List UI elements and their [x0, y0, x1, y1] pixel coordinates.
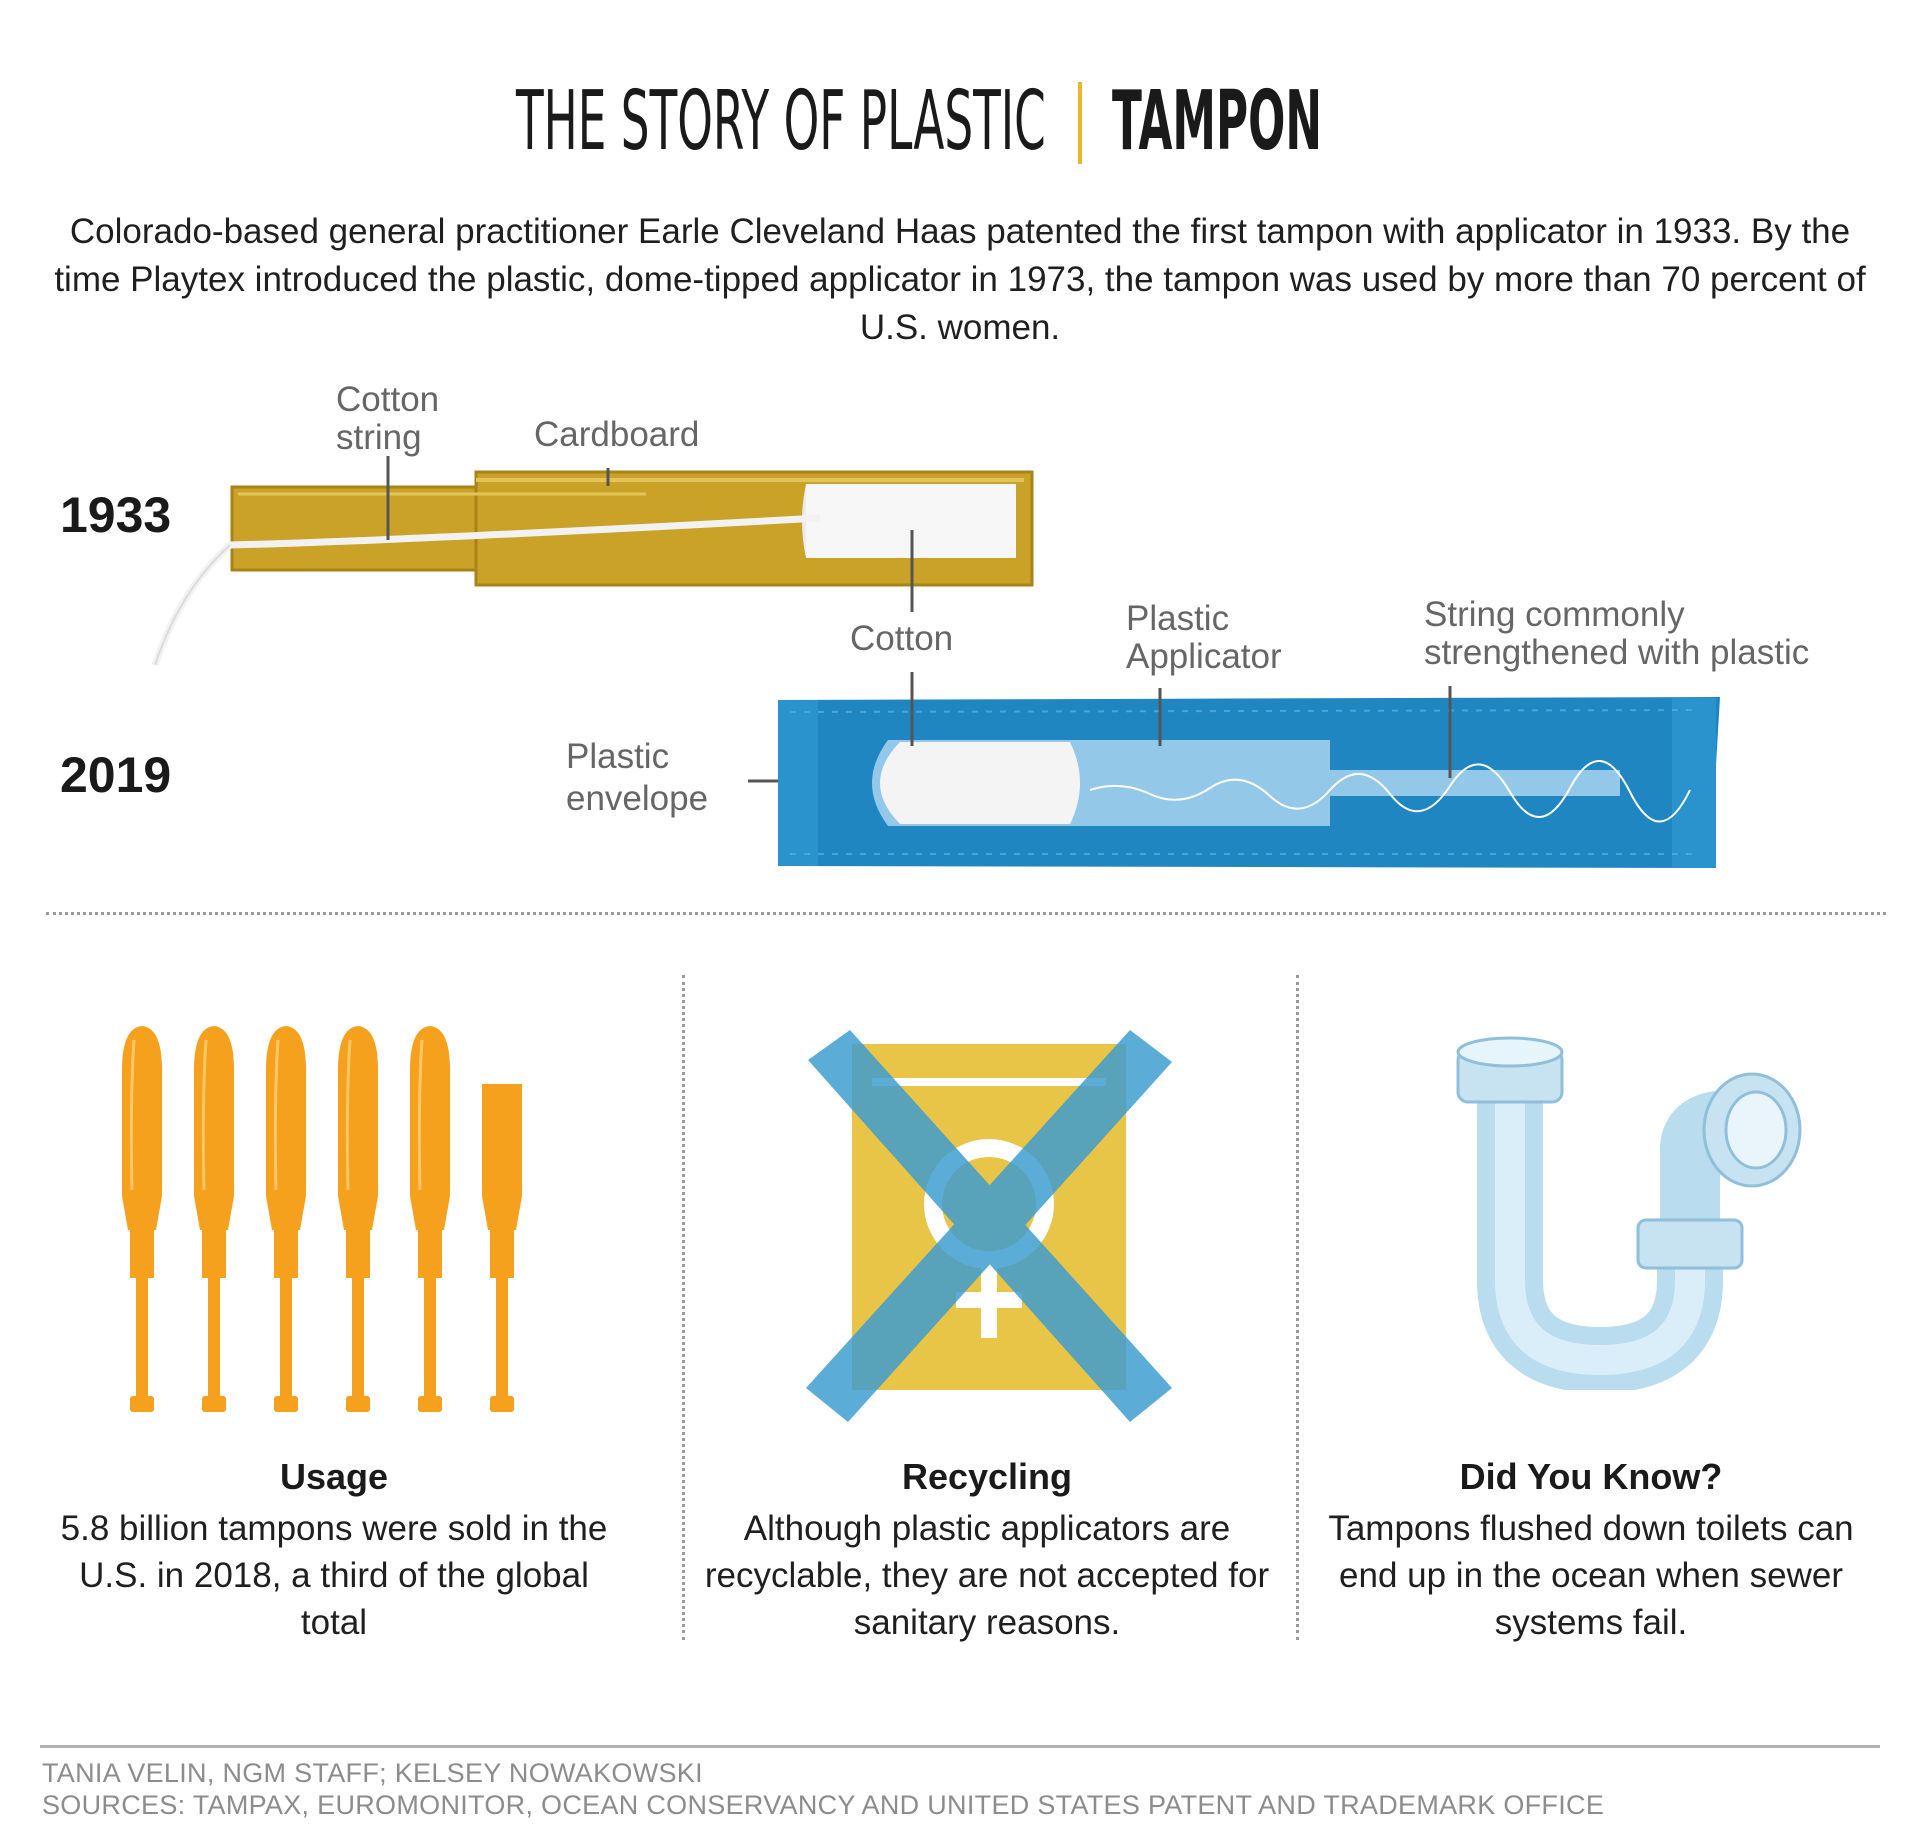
- did-you-know-title: Did You Know?: [1459, 1456, 1723, 1497]
- column-divider-2: [1296, 975, 1299, 1640]
- credits-rule: [40, 1745, 1880, 1748]
- column-divider-1: [682, 975, 685, 1640]
- partial-applicator-icon: [482, 1084, 522, 1412]
- title-separator: [1078, 82, 1082, 164]
- page-title: THE STORY OF PLASTIC: [516, 74, 1046, 169]
- did-you-know-text: Tampons flushed down toilets can end up …: [1328, 1509, 1854, 1642]
- string-inside: [1089, 760, 1691, 823]
- year-1933: 1933: [60, 487, 172, 543]
- header: THE STORY OF PLASTIC TAMPON: [0, 72, 1920, 172]
- applicator-icon: [266, 1026, 306, 1412]
- label-plastic-applicator: Plastic Applicator: [1126, 599, 1282, 676]
- usage-title: Usage: [279, 1456, 389, 1497]
- intro-paragraph: Colorado-based general practitioner Earl…: [54, 212, 1866, 347]
- credits-authors: TANIA VELIN, NGM STAFF; KELSEY NOWAKOWSK…: [42, 1758, 703, 1788]
- page-subtitle: TAMPON: [1112, 74, 1323, 169]
- usage-text: 5.8 billion tampons were sold in the U.S…: [60, 1509, 608, 1642]
- label-cotton: Cotton: [850, 619, 954, 658]
- applicator-icon: [410, 1026, 450, 1412]
- label-plastic-envelope: Plastic envelope: [566, 737, 709, 818]
- section-divider: [46, 912, 1886, 915]
- applicator-icon: [122, 1026, 162, 1412]
- cotton-core-2019: [880, 742, 1080, 824]
- usage-illustration: [122, 1026, 522, 1412]
- recycling-title: Recycling: [901, 1456, 1073, 1497]
- label-string-plastic: String commonly strengthened with plasti…: [1424, 595, 1810, 672]
- recycling-illustration: [806, 1030, 1172, 1422]
- recycling-text: Although plastic applicators are recycla…: [704, 1509, 1270, 1642]
- applicator-icon: [194, 1026, 234, 1412]
- tampon-comparison-diagram: [151, 456, 1720, 868]
- label-cotton-string: Cotton string: [336, 380, 440, 457]
- pipe-icon: [1456, 1036, 1802, 1390]
- plastic-envelope-2019: [778, 697, 1720, 868]
- label-cardboard: Cardboard: [534, 415, 700, 454]
- applicator-icon: [338, 1026, 378, 1412]
- cross-out-icon: [806, 1030, 1172, 1422]
- credits-sources: SOURCES: TAMPAX, EUROMONITOR, OCEAN CONS…: [42, 1790, 1605, 1820]
- year-2019: 2019: [60, 747, 172, 803]
- sewer-pipe-illustration: [1456, 1036, 1802, 1390]
